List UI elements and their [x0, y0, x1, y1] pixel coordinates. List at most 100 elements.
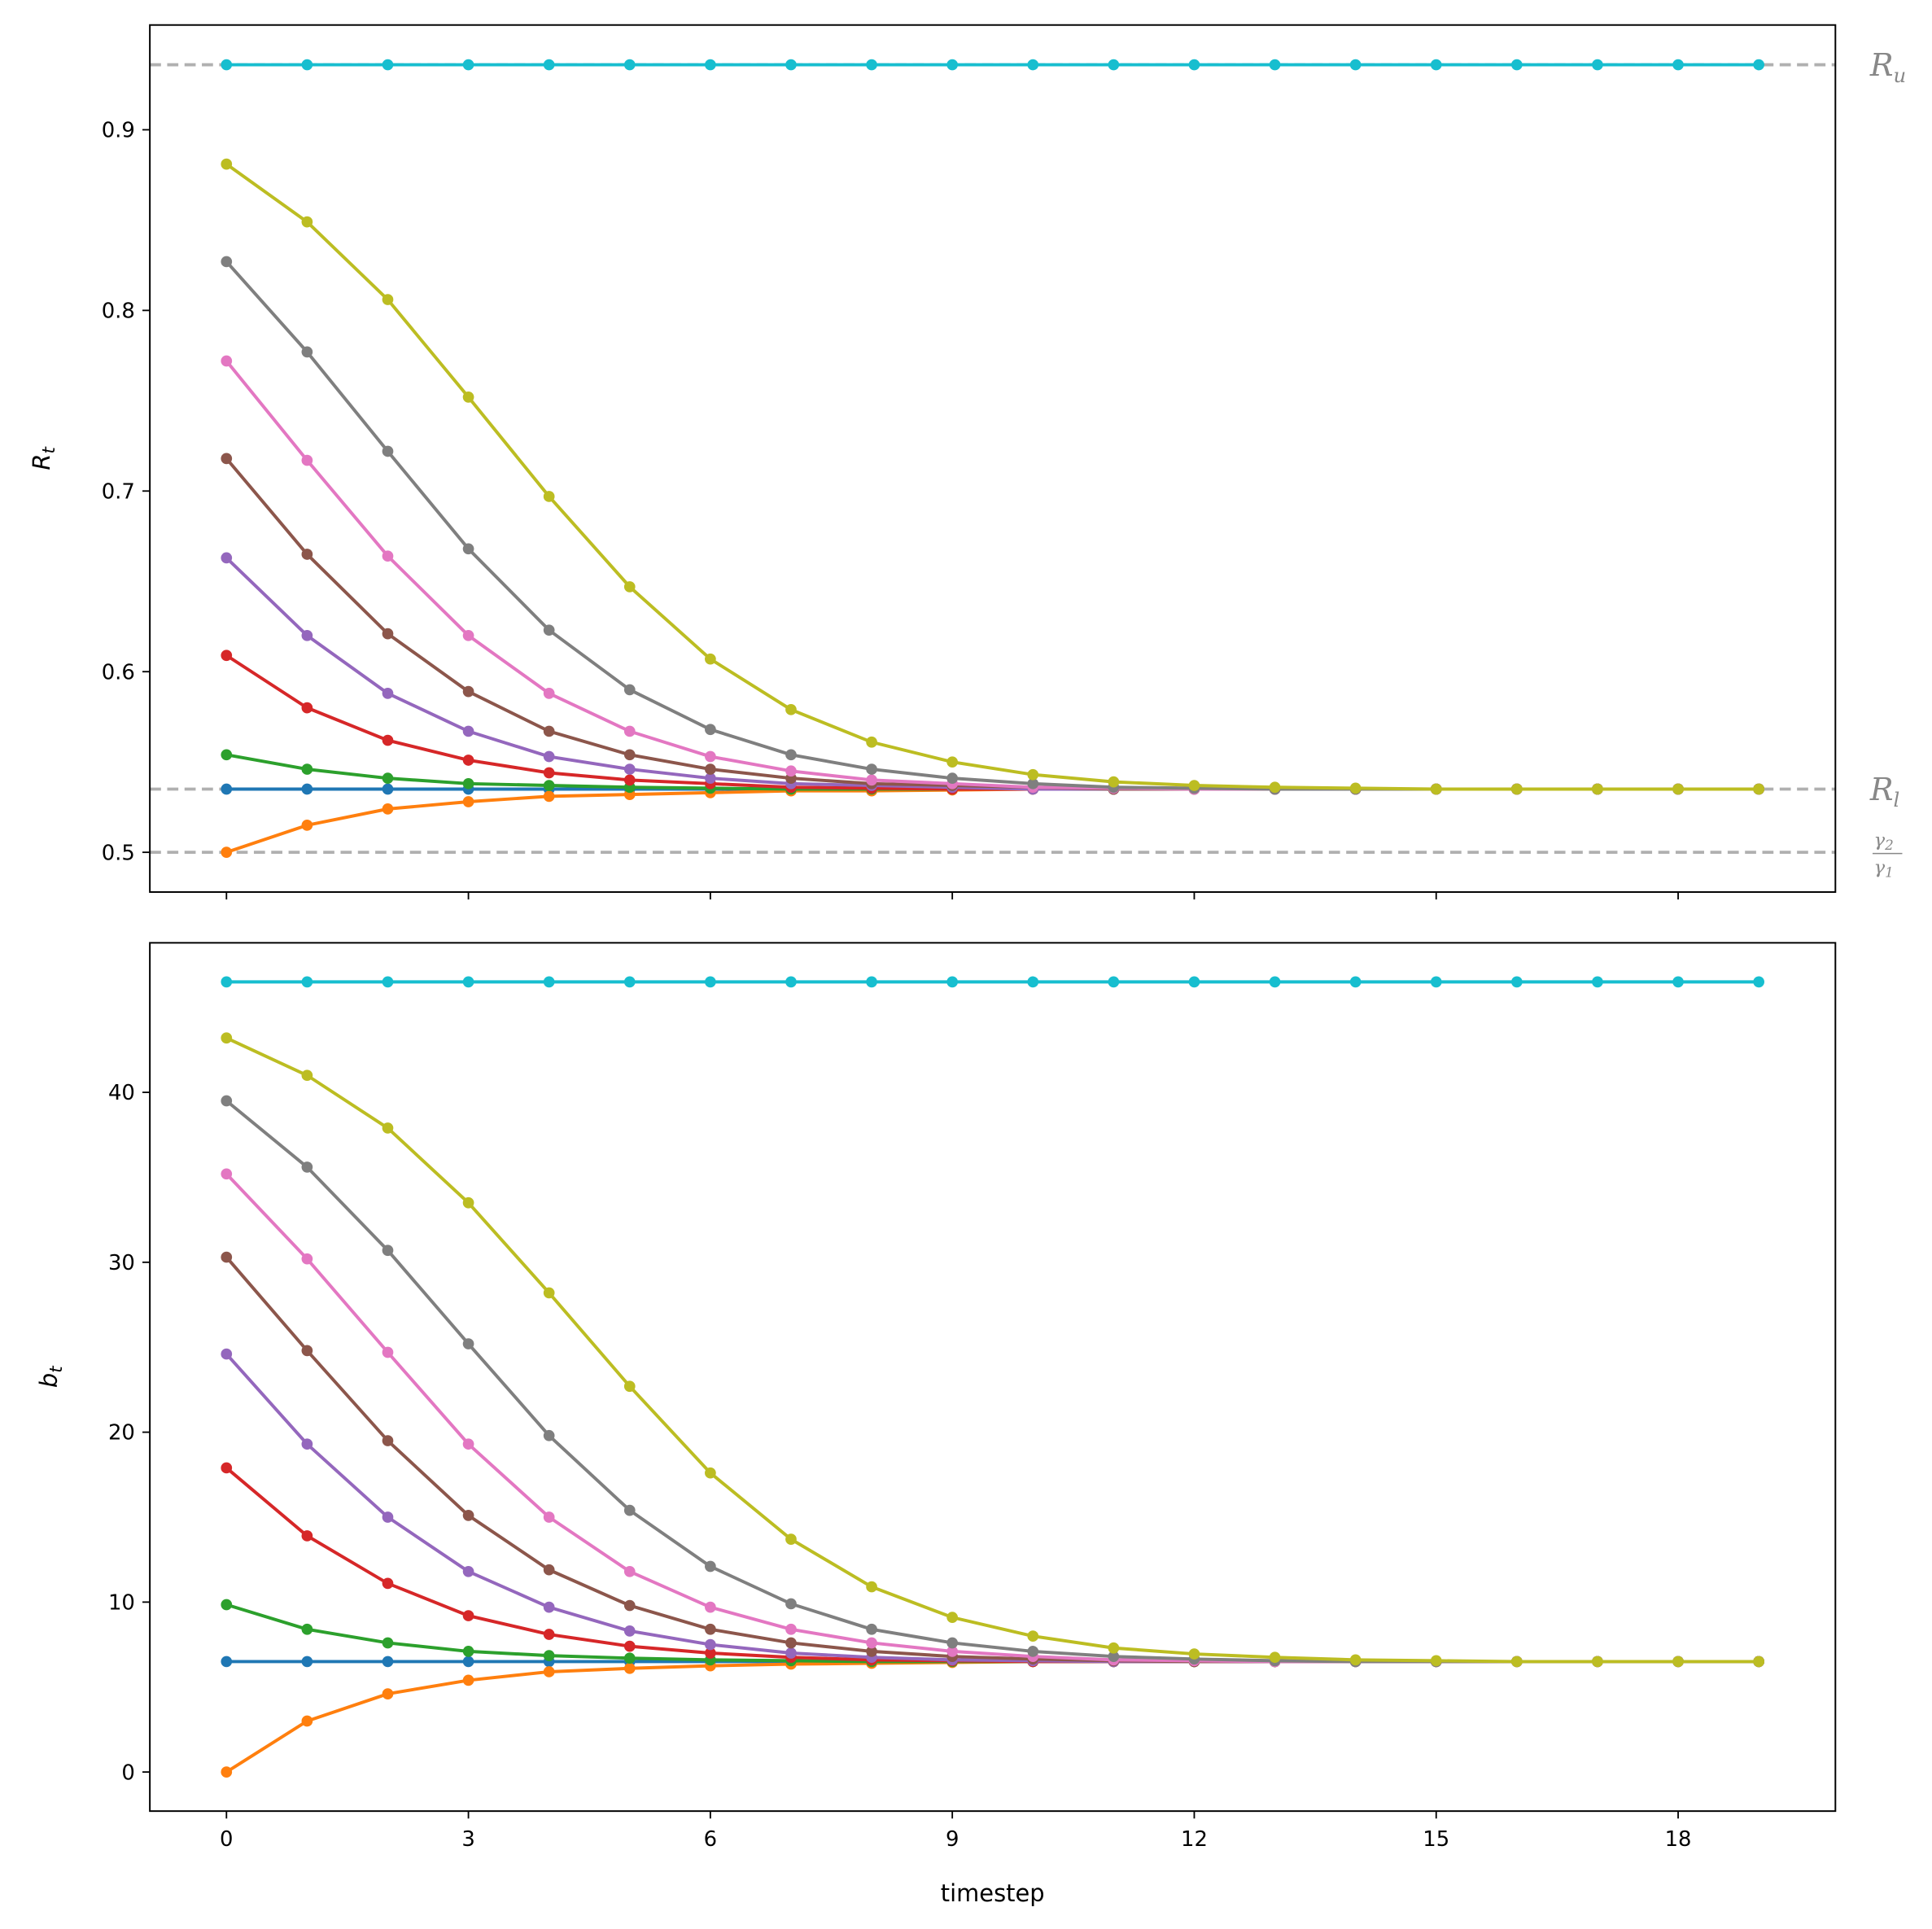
data-point — [543, 1629, 555, 1640]
data-point — [705, 976, 716, 988]
data-point — [382, 1637, 394, 1649]
data-point — [382, 1511, 394, 1523]
data-point — [1511, 1656, 1523, 1668]
x-tick-label: 18 — [1665, 1827, 1692, 1852]
data-point — [1027, 1630, 1039, 1642]
data-point — [1430, 783, 1442, 795]
data-point — [946, 756, 959, 768]
data-point — [705, 772, 716, 785]
data-point — [221, 749, 233, 761]
y-axis-label: Rt — [28, 446, 59, 470]
data-point — [221, 453, 233, 465]
data-point — [462, 629, 474, 641]
data-point — [382, 1688, 394, 1699]
y-tick-label: 0 — [121, 1761, 134, 1785]
series-s6 — [221, 1168, 1765, 1668]
data-point — [1108, 59, 1120, 71]
data-point — [462, 1656, 474, 1668]
data-point — [1269, 1651, 1281, 1664]
y-tick-label: 30 — [108, 1251, 135, 1275]
data-point — [1672, 976, 1684, 988]
data-point — [946, 1612, 959, 1624]
series-line-s6 — [225, 1172, 1759, 1664]
panel-1: 0 10 20 30 40 0 3 6 9 12 15 18 bt timestep — [35, 942, 1837, 1907]
data-point — [462, 976, 474, 988]
data-point — [705, 653, 716, 665]
data-point — [1027, 976, 1039, 988]
data-point — [382, 734, 394, 746]
data-point — [301, 454, 313, 466]
data-point — [382, 688, 394, 699]
series-s3 — [221, 1462, 1765, 1668]
data-point — [1753, 783, 1765, 795]
data-point — [1027, 777, 1039, 790]
data-point — [1672, 59, 1684, 71]
data-point — [866, 763, 877, 775]
data-point — [543, 790, 555, 803]
data-point — [221, 158, 233, 170]
data-point — [1188, 59, 1200, 71]
data-point — [946, 59, 959, 71]
series-s5 — [221, 1251, 1765, 1668]
data-point — [301, 1438, 313, 1450]
data-point — [382, 1435, 394, 1446]
data-point — [221, 1348, 233, 1360]
data-point — [1349, 782, 1362, 794]
data-point — [221, 1032, 233, 1044]
data-point — [382, 59, 394, 71]
data-point — [785, 765, 797, 777]
series-s8 — [221, 158, 1765, 795]
data-point — [705, 750, 716, 763]
data-point — [301, 820, 313, 831]
axes-frame — [149, 24, 1837, 893]
data-point — [382, 628, 394, 640]
data-point — [382, 803, 394, 815]
series-s8 — [221, 1032, 1765, 1668]
data-point — [301, 1253, 313, 1265]
data-point — [623, 1380, 636, 1393]
data-point — [705, 1647, 716, 1659]
y-tick-label: 0.9 — [102, 119, 135, 143]
data-point — [866, 1581, 877, 1593]
data-point — [1592, 976, 1603, 988]
series-s6 — [221, 355, 1765, 795]
data-point — [866, 1637, 877, 1649]
data-point — [1108, 776, 1120, 788]
series-s7 — [221, 256, 1765, 795]
data-point — [301, 976, 313, 988]
data-point — [221, 1251, 233, 1263]
series-line-s1 — [225, 787, 1759, 855]
data-point — [785, 749, 797, 761]
data-point — [301, 629, 313, 641]
data-point — [543, 1601, 555, 1613]
data-point — [221, 355, 233, 367]
series-line-s4 — [225, 556, 1759, 791]
data-point — [705, 724, 716, 736]
data-point — [1753, 59, 1765, 71]
data-point — [543, 491, 555, 502]
data-point — [1349, 59, 1362, 71]
data-point — [623, 1662, 636, 1674]
series-line-s7 — [225, 1099, 1759, 1664]
data-point — [462, 1510, 474, 1521]
data-point — [543, 1650, 555, 1661]
data-point — [382, 445, 394, 457]
data-point — [301, 1530, 313, 1542]
x-tick-label: 15 — [1423, 1827, 1449, 1852]
y-tick-label: 40 — [108, 1081, 135, 1105]
data-point — [866, 59, 877, 71]
data-point — [946, 772, 959, 785]
data-point — [221, 256, 233, 268]
x-tick-label: 9 — [946, 1827, 959, 1852]
data-point — [705, 1601, 716, 1613]
data-point — [543, 780, 555, 791]
data-point — [1027, 59, 1039, 71]
data-point — [785, 1623, 797, 1635]
series-line-s4 — [225, 1353, 1759, 1664]
data-point — [543, 767, 555, 779]
data-point — [221, 650, 233, 662]
axes-frame — [149, 942, 1837, 1813]
series-line-s8 — [225, 1036, 1759, 1664]
data-point — [866, 1623, 877, 1635]
series-s9 — [221, 59, 1765, 71]
